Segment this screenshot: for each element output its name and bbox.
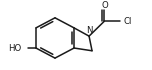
Text: Cl: Cl [123,17,131,26]
Text: HO: HO [8,44,21,52]
Text: N: N [86,26,92,35]
Text: O: O [102,1,108,10]
